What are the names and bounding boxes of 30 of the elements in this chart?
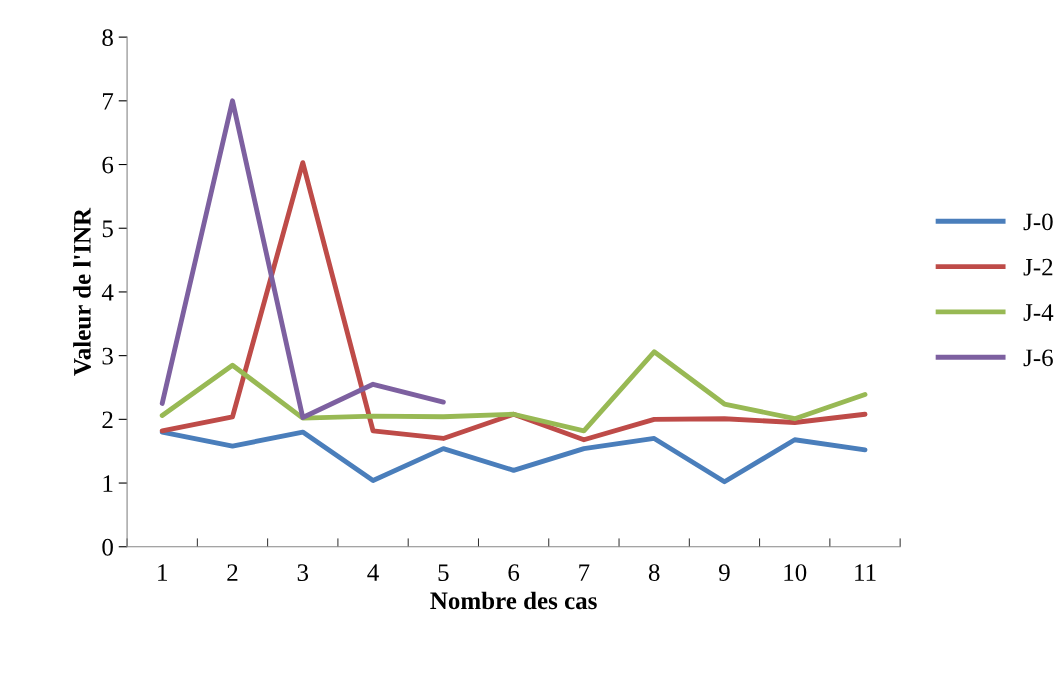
y-tick-label: 8 (102, 29, 113, 47)
x-tick-label: 11 (855, 564, 876, 581)
y-tick-label: 0 (102, 538, 113, 556)
y-tick-label: 3 (102, 347, 113, 365)
y-axis-title: Valeur de l'INR (73, 207, 91, 376)
y-tick-label: 5 (102, 220, 113, 238)
y-tick-label: 6 (102, 156, 114, 174)
y-tick-label: 2 (102, 411, 113, 429)
y-tick-label: 4 (101, 284, 114, 301)
x-tick-label: 8 (648, 564, 660, 582)
line-series (159, 160, 868, 443)
x-tick-label: 1 (158, 564, 167, 581)
x-tick-label: 2 (227, 564, 238, 581)
legend-label: J-0 (1023, 213, 1053, 231)
line-series (159, 98, 446, 420)
line-series (159, 429, 868, 485)
x-tick-label: 5 (438, 564, 449, 582)
x-tick-label: 4 (367, 564, 379, 581)
legend-label: J-2 (1023, 258, 1053, 276)
x-tick-label: 10 (784, 564, 807, 582)
y-tick-label: 1 (103, 475, 113, 492)
line-series (159, 349, 868, 434)
y-tick-label: 7 (103, 93, 114, 110)
x-tick-label: 3 (297, 564, 309, 582)
x-tick-label: 6 (508, 564, 520, 582)
legend-label: J-4 (1023, 304, 1054, 321)
x-axis-title: Nombre des cas (430, 591, 597, 610)
legend-label: J-6 (1023, 349, 1053, 367)
x-tick-label: 9 (719, 564, 730, 582)
x-tick-label: 7 (579, 564, 590, 581)
